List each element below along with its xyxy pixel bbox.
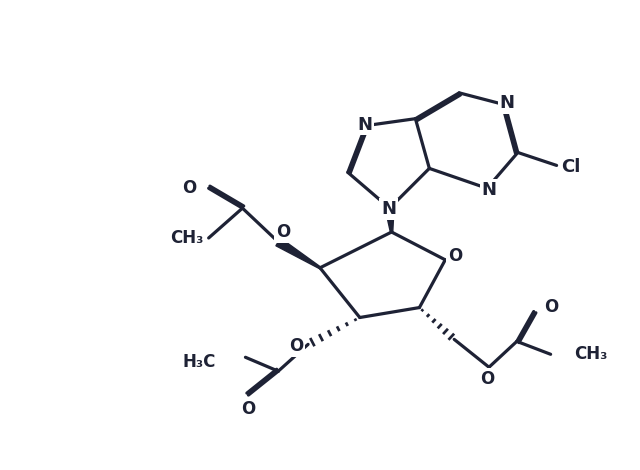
Text: O: O <box>182 179 196 197</box>
Text: N: N <box>481 181 497 199</box>
Text: N: N <box>381 200 396 218</box>
Text: O: O <box>241 400 255 418</box>
Text: O: O <box>289 337 303 355</box>
Polygon shape <box>385 208 394 232</box>
Text: O: O <box>276 223 291 241</box>
Polygon shape <box>276 238 321 269</box>
Text: N: N <box>357 116 372 133</box>
Text: O: O <box>480 370 494 388</box>
Text: CH₃: CH₃ <box>575 345 608 363</box>
Text: Cl: Cl <box>561 158 580 176</box>
Text: O: O <box>448 247 462 265</box>
Text: CH₃: CH₃ <box>170 229 204 247</box>
Text: H₃C: H₃C <box>182 353 216 371</box>
Text: O: O <box>543 298 558 315</box>
Text: N: N <box>499 94 515 112</box>
